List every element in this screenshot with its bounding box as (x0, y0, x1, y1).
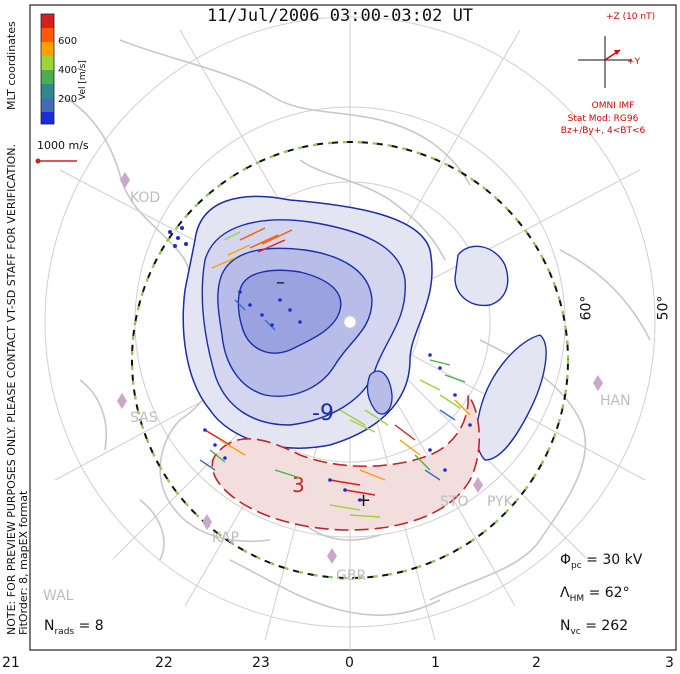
imf-z-label: +Z (10 nT) (606, 12, 656, 22)
station-gbr: GBR (336, 568, 367, 584)
latitude-label-60: 60° (578, 295, 595, 321)
mlt-tick-1: 1 (431, 655, 440, 671)
velocity-colorbar (40, 13, 55, 125)
colorbar-tick-600: 600 (58, 36, 78, 47)
pole-marker (343, 315, 357, 329)
station-markers (117, 172, 603, 564)
imf-source: OMNI IMF (591, 101, 635, 111)
station-wal: WAL (43, 588, 74, 604)
velocity-vectors (199, 227, 471, 518)
station-han: HAN (600, 393, 631, 409)
colorbar-tick-200: 200 (58, 94, 78, 105)
station-sas: SAS (130, 410, 158, 426)
mlt-tick-23: 23 (252, 655, 270, 671)
vector-count-stat: Nvc = 262 (560, 618, 629, 637)
station-kod: KOD (130, 190, 161, 206)
vector-origins (168, 226, 472, 502)
plot-frame (29, 4, 677, 651)
neg-contour-label: -9 (312, 401, 334, 426)
imf-model: Stat Mod: RG96 (567, 114, 639, 124)
station-pyk: PYK (487, 494, 513, 510)
hm-boundary-model (131, 141, 569, 579)
station-sto: STO (440, 494, 469, 510)
hm-latitude-stat: ΛHM = 62° (560, 585, 630, 604)
velocity-scale-bar (35, 158, 77, 164)
velocity-scale-label: 1000 m/s (37, 139, 89, 152)
mlt-tick-2: 2 (532, 655, 541, 671)
map-title: 11/Jul/2006 03:00-03:02 UT (206, 6, 474, 26)
potential-stat: Φpc = 30 kV (560, 552, 643, 571)
colorbar-tick-400: 400 (58, 65, 78, 76)
mlt-tick-22: 22 (155, 655, 173, 671)
imf-condition: Bz+/By+, 4<BT<6 (560, 126, 646, 136)
mlt-tick-3: 3 (665, 655, 674, 671)
radar-count-stat: Nrads = 8 (44, 618, 104, 637)
positive-cell (211, 392, 481, 531)
mlt-tick-0: 0 (345, 655, 354, 671)
latitude-label-50: 50° (655, 295, 672, 321)
imf-y-label: +Y (627, 57, 641, 67)
station-kap: KAP (212, 530, 239, 546)
pos-contour-label: 3 (292, 473, 305, 497)
coordinates-note: MLT coordinates (5, 21, 18, 110)
mlt-tick-21: 21 (2, 655, 20, 671)
imf-dial (578, 36, 632, 88)
fitorder-note: FitOrder: 8, mapEX format (17, 490, 30, 635)
negative-cell (182, 195, 547, 461)
potential-min-marker: – (276, 272, 285, 293)
potential-max-marker: + (356, 490, 371, 511)
colorbar-label: Vel [m/s] (78, 60, 88, 100)
